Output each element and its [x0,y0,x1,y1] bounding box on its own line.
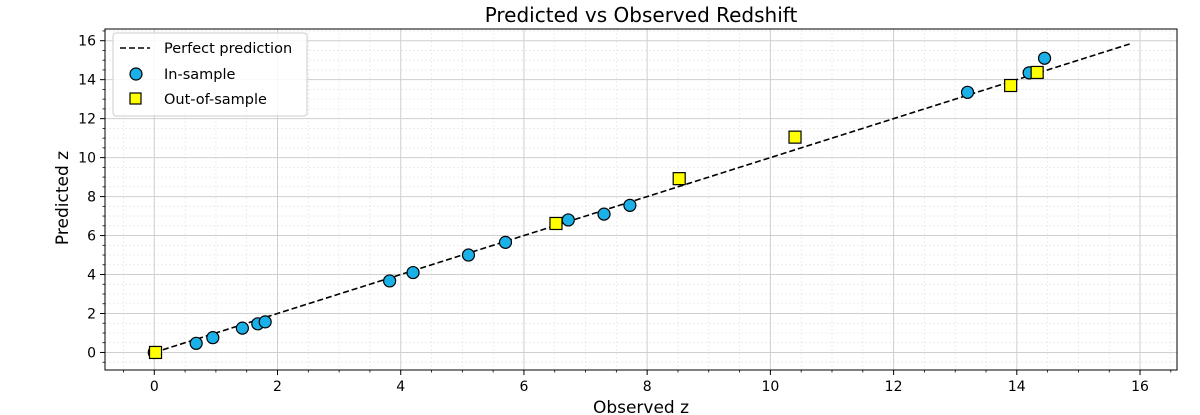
in-sample-point [206,331,220,345]
x-tick-label: 2 [273,379,282,395]
legend-label-in-sample: In-sample [164,67,235,83]
x-axis-label: Observed z [593,398,689,415]
legend-square-swatch [129,92,142,105]
in-sample-point [498,235,513,249]
data-points [147,51,1052,360]
chart-title: Predicted vs Observed Redshift [485,3,798,27]
in-sample-point [597,207,611,221]
out-of-sample-point [549,216,563,231]
in-sample-point [189,336,203,350]
in-sample-point [960,85,975,99]
legend-box [112,32,308,117]
out-of-sample-point [1004,78,1018,93]
major-grid [105,29,1177,370]
plot-frame [104,28,1178,371]
legend-label-out-of-sample: Out-of-sample [164,92,267,108]
in-sample-point [406,265,420,280]
x-axis-ticks: 0 2 4 6 8 10 12 14 16 [123,370,1172,395]
y-tick-label: 14 [78,73,96,89]
out-of-sample-point [788,130,802,144]
x-tick-label: 4 [396,379,405,395]
y-tick-label: 0 [87,345,96,361]
y-axis-label: Predicted z [53,151,73,245]
in-sample-point [1037,51,1052,65]
y-tick-label: 16 [78,34,96,50]
x-tick-label: 14 [1008,379,1026,395]
y-tick-label: 10 [78,151,96,167]
x-tick-label: 12 [885,379,903,395]
y-tick-label: 6 [87,229,96,245]
out-of-sample-point [148,345,163,360]
y-tick-label: 2 [87,306,96,322]
y-tick-label: 12 [78,112,96,128]
y-tick-label: 8 [87,190,96,206]
y-axis-ticks: 0 2 4 6 8 10 12 14 16 [78,30,105,363]
x-tick-label: 16 [1131,379,1149,395]
out-of-sample-point [672,172,686,186]
in-sample-point [461,248,476,262]
x-tick-label: 0 [150,379,159,395]
x-tick-label: 8 [643,379,652,395]
x-tick-label: 6 [519,379,528,395]
legend: Perfect prediction In-sample Out-of-samp… [112,32,308,117]
in-sample-point [383,274,397,288]
in-sample-point [258,315,272,329]
legend-circle-swatch [129,67,143,81]
out-of-sample-point [1030,65,1044,80]
legend-label-perfect-prediction: Perfect prediction [164,41,292,57]
y-tick-label: 4 [87,268,96,284]
x-tick-label: 10 [761,379,779,395]
in-sample-point [623,198,637,212]
in-sample-point [235,321,249,335]
in-sample-point [561,213,575,227]
